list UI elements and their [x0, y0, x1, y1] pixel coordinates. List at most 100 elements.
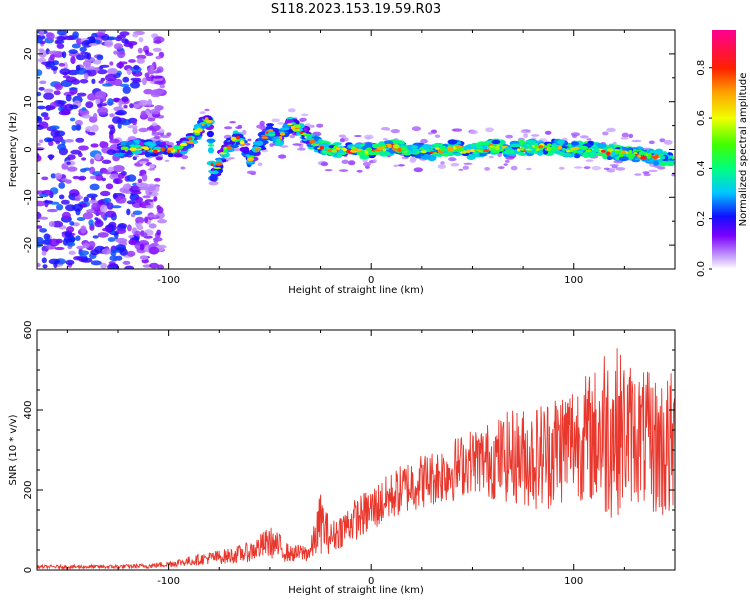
core-blob [382, 148, 387, 152]
ridge-blob [383, 140, 394, 146]
noise-blob [149, 262, 159, 269]
halo-blob [277, 122, 285, 125]
core-blob [646, 155, 651, 159]
noise-blob [151, 122, 158, 127]
core-blob [401, 147, 405, 151]
noise-blob [50, 65, 59, 71]
core-blob [213, 167, 222, 170]
colorbar-tick-label: 0.0 [696, 261, 707, 277]
ridge-blob [266, 123, 274, 127]
halo-blob [287, 108, 296, 113]
ridge-blob [436, 152, 442, 157]
noise-blob [70, 56, 76, 65]
noise-blob [48, 154, 54, 161]
noise-blob [89, 183, 100, 191]
halo-blob [247, 138, 252, 142]
noise-blob [56, 43, 65, 49]
noise-blob [79, 79, 89, 84]
halo-blob [382, 138, 388, 141]
halo-blob [199, 111, 206, 114]
noise-blob [87, 209, 95, 213]
core-blob [331, 150, 338, 153]
noise-blob [86, 193, 98, 199]
noise-blob [37, 225, 43, 229]
noise-blob [63, 61, 68, 70]
core-blob [621, 150, 626, 154]
noise-blob [109, 255, 118, 262]
noise-blob [48, 221, 55, 227]
halo-blob [463, 162, 473, 165]
noise-blob [97, 232, 109, 238]
halo-blob [229, 121, 236, 124]
noise-blob [117, 122, 122, 129]
noise-blob [144, 199, 154, 203]
halo-blob [484, 167, 490, 171]
halo-blob [386, 128, 391, 131]
halo-blob [365, 165, 370, 169]
core-blob [222, 150, 229, 153]
core-blob [557, 145, 563, 150]
noise-blob [93, 59, 102, 65]
halo-blob [148, 168, 155, 171]
core-blob [219, 152, 227, 155]
core-blob [186, 140, 194, 144]
ridge-blob [210, 174, 218, 180]
core-blob [521, 146, 525, 151]
core-blob [153, 149, 158, 153]
noise-blob [79, 109, 90, 117]
halo-blob [413, 167, 423, 173]
core-blob [551, 144, 557, 147]
halo-blob [671, 173, 675, 177]
halo-blob [224, 126, 233, 130]
core-blob [546, 146, 552, 152]
ridge-blob [173, 153, 183, 158]
noise-blob [37, 236, 44, 244]
halo-blob [437, 164, 446, 169]
core-blob [338, 149, 344, 154]
noise-blob [61, 211, 71, 220]
noise-blob [132, 126, 138, 135]
halo-blob [520, 130, 527, 133]
noise-blob [101, 159, 112, 164]
halo-blob [544, 130, 552, 135]
halo-blob [503, 163, 508, 166]
x-tick-label: 100 [564, 576, 583, 587]
halo-blob [180, 166, 186, 170]
ridge-blob [572, 142, 579, 146]
core-blob [600, 149, 606, 153]
snr-series-line [37, 348, 675, 570]
core-blob [133, 144, 142, 149]
halo-blob [462, 165, 469, 170]
noise-blob [134, 230, 141, 237]
noise-blob [117, 172, 125, 179]
ridge-blob [178, 151, 188, 155]
noise-blob [58, 182, 66, 189]
core-blob [351, 146, 356, 151]
core-blob [606, 148, 614, 152]
noise-blob [61, 178, 69, 182]
noise-blob [95, 90, 107, 99]
ridge-blob [618, 156, 629, 162]
noise-blob [68, 250, 76, 255]
core-blob [627, 153, 636, 158]
noise-blob [40, 112, 49, 118]
noise-blob [119, 83, 130, 87]
noise-blob [76, 245, 85, 250]
core-blob [376, 146, 384, 150]
noise-blob [39, 139, 44, 143]
noise-blob [120, 119, 132, 126]
noise-blob [94, 153, 102, 161]
core-blob [466, 149, 471, 153]
noise-blob [81, 157, 86, 161]
halo-blob [615, 167, 626, 171]
noise-blob [84, 66, 96, 71]
noise-blob [41, 250, 47, 256]
halo-blob [356, 169, 363, 173]
chart-title: S118.2023.153.19.59.R03 [270, 2, 442, 17]
noise-blob [99, 204, 108, 213]
noise-blob [88, 240, 96, 249]
noise-blob [48, 238, 60, 247]
halo-blob [434, 134, 441, 138]
core-blob [618, 153, 624, 158]
noise-blob [138, 186, 149, 191]
